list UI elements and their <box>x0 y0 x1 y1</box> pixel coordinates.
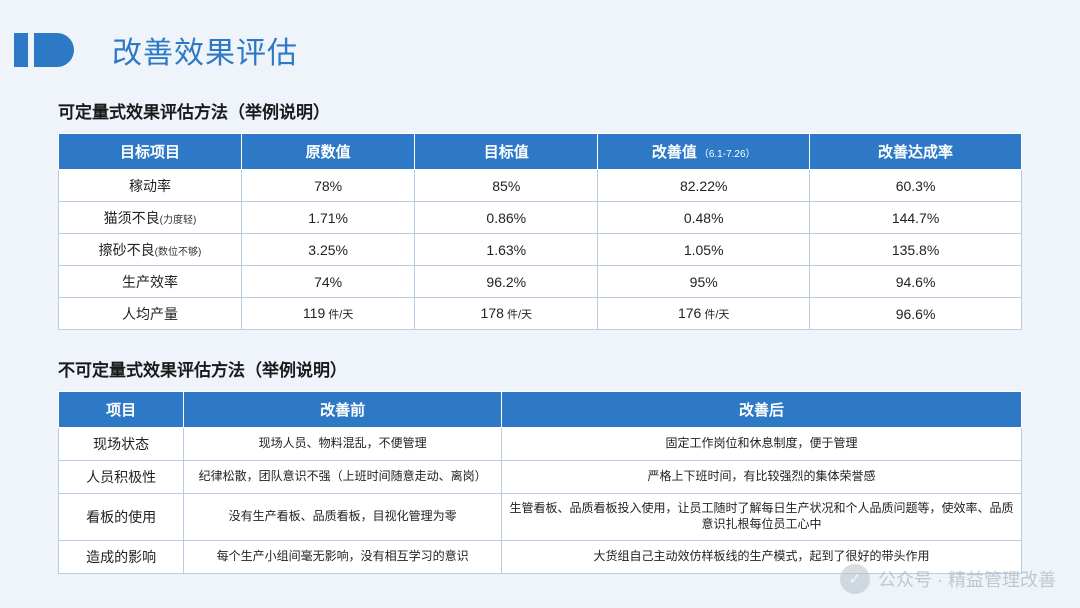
cell-value: 95% <box>598 266 810 298</box>
cell-item-subtext: (数位不够) <box>155 247 202 258</box>
cell-item-subtext: (力度轻) <box>160 215 197 226</box>
col-original-value: 原数值 <box>241 134 414 170</box>
col-target-item: 目标项目 <box>59 134 242 170</box>
cell-value: 78% <box>241 170 414 202</box>
cell-item: 人均产量 <box>59 298 242 330</box>
cell-item: 人员积极性 <box>59 461 184 494</box>
cell-value: 1.63% <box>415 234 598 266</box>
cell-rate: 144.7% <box>810 202 1022 234</box>
cell-value: 74% <box>241 266 414 298</box>
page-title: 改善效果评估 <box>112 28 298 72</box>
col-improved-label: 改善值 <box>652 144 697 161</box>
cell-item: 现场状态 <box>59 428 184 461</box>
watermark-icon: ✓ <box>840 564 870 594</box>
cell-item: 猫须不良(力度轻) <box>59 202 242 234</box>
cell-item: 看板的使用 <box>59 494 184 540</box>
table-row: 擦砂不良(数位不够)3.25%1.63%1.05%135.8% <box>59 234 1022 266</box>
cell-rate: 60.3% <box>810 170 1022 202</box>
cell-after: 严格上下班时间，有比较强烈的集体荣誉感 <box>501 461 1021 494</box>
cell-item: 稼动率 <box>59 170 242 202</box>
cell-item: 生产效率 <box>59 266 242 298</box>
watermark: ✓ 公众号 · 精益管理改善 <box>840 564 1056 594</box>
cell-unit: 件/天 <box>701 309 729 321</box>
section-heading-1: 可定量式效果评估方法（举例说明） <box>58 98 1022 123</box>
cell-rate: 96.6% <box>810 298 1022 330</box>
cell-value: 0.48% <box>598 202 810 234</box>
cell-value: 178 件/天 <box>415 298 598 330</box>
cell-before: 现场人员、物料混乱，不便管理 <box>184 428 502 461</box>
cell-unit: 件/天 <box>504 309 532 321</box>
table-row: 人员积极性纪律松散，团队意识不强（上班时间随意走动、离岗）严格上下班时间，有比较… <box>59 461 1022 494</box>
cell-rate: 135.8% <box>810 234 1022 266</box>
col-before: 改善前 <box>184 392 502 428</box>
title-bar: 改善效果评估 <box>0 0 1080 72</box>
cell-value: 0.86% <box>415 202 598 234</box>
table-row: 现场状态现场人员、物料混乱，不便管理固定工作岗位和休息制度，便于管理 <box>59 428 1022 461</box>
section-quantitative: 可定量式效果评估方法（举例说明） 目标项目 原数值 目标值 改善值（6.1-7.… <box>0 98 1080 330</box>
watermark-text: 公众号 · 精益管理改善 <box>878 566 1056 592</box>
quantitative-table: 目标项目 原数值 目标值 改善值（6.1-7.26） 改善达成率 稼动率78%8… <box>58 133 1022 330</box>
col-improved-value: 改善值（6.1-7.26） <box>598 134 810 170</box>
col-after: 改善后 <box>501 392 1021 428</box>
cell-value: 1.05% <box>598 234 810 266</box>
table-row: 猫须不良(力度轻)1.71%0.86%0.48%144.7% <box>59 202 1022 234</box>
watermark-glyph: ✓ <box>848 569 861 589</box>
cell-after: 固定工作岗位和休息制度，便于管理 <box>501 428 1021 461</box>
cell-item: 造成的影响 <box>59 540 184 573</box>
col-achievement-rate: 改善达成率 <box>810 134 1022 170</box>
col-improved-sublabel: （6.1-7.26） <box>699 149 756 160</box>
section-qualitative: 不可定量式效果评估方法（举例说明） 项目 改善前 改善后 现场状态现场人员、物料… <box>0 356 1080 574</box>
cell-item: 擦砂不良(数位不够) <box>59 234 242 266</box>
col-target-value: 目标值 <box>415 134 598 170</box>
col-item: 项目 <box>59 392 184 428</box>
cell-unit: 件/天 <box>325 309 353 321</box>
section-heading-2: 不可定量式效果评估方法（举例说明） <box>58 356 1022 381</box>
cell-value: 85% <box>415 170 598 202</box>
cell-value: 3.25% <box>241 234 414 266</box>
table-row: 稼动率78%85%82.22%60.3% <box>59 170 1022 202</box>
cell-value: 1.71% <box>241 202 414 234</box>
title-accent-round <box>34 33 74 67</box>
cell-value: 119 件/天 <box>241 298 414 330</box>
cell-value: 96.2% <box>415 266 598 298</box>
cell-value: 176 件/天 <box>598 298 810 330</box>
table-row: 看板的使用没有生产看板、品质看板，目视化管理为零生管看板、品质看板投入使用，让员… <box>59 494 1022 540</box>
qualitative-table: 项目 改善前 改善后 现场状态现场人员、物料混乱，不便管理固定工作岗位和休息制度… <box>58 391 1022 574</box>
cell-rate: 94.6% <box>810 266 1022 298</box>
cell-value: 82.22% <box>598 170 810 202</box>
cell-before: 纪律松散，团队意识不强（上班时间随意走动、离岗） <box>184 461 502 494</box>
cell-after: 生管看板、品质看板投入使用，让员工随时了解每日生产状况和个人品质问题等，使效率、… <box>501 494 1021 540</box>
cell-before: 没有生产看板、品质看板，目视化管理为零 <box>184 494 502 540</box>
title-accent-bar <box>14 33 28 67</box>
table-row: 人均产量119 件/天178 件/天176 件/天96.6% <box>59 298 1022 330</box>
table-row: 生产效率74%96.2%95%94.6% <box>59 266 1022 298</box>
cell-before: 每个生产小组间毫无影响，没有相互学习的意识 <box>184 540 502 573</box>
